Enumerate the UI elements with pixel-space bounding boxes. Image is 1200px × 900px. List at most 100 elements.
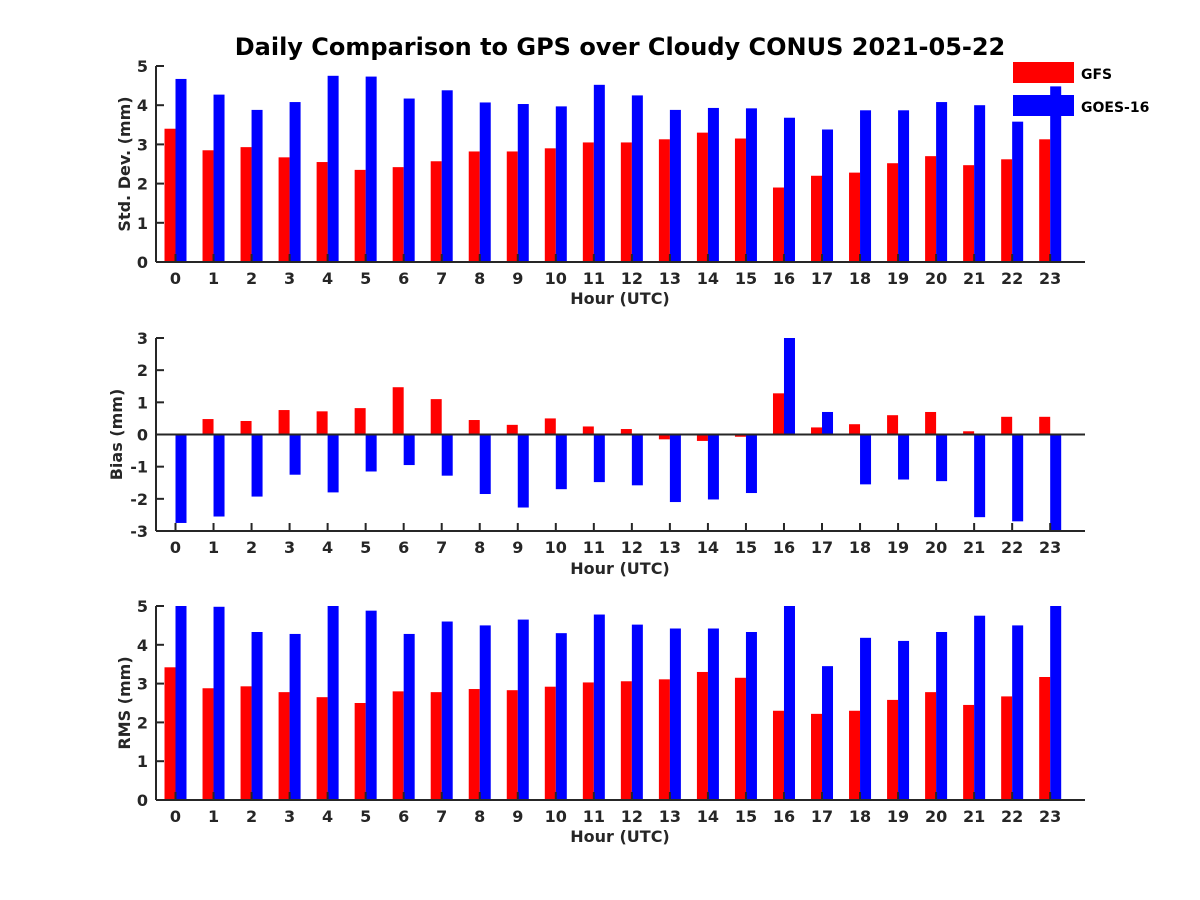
- bar-gfs-hour-16: [772, 710, 784, 800]
- bar-goes16-hour-23: [1050, 606, 1062, 800]
- chart-title: Daily Comparison to GPS over Cloudy CONU…: [235, 33, 1006, 61]
- y-tick-label: 3: [137, 675, 148, 694]
- bar-goes16-hour-17: [822, 411, 834, 435]
- x-tick-label: 1: [208, 807, 219, 826]
- x-tick-label: 17: [811, 807, 833, 826]
- bar-goes16-hour-19: [898, 110, 910, 262]
- x-tick-label: 19: [887, 538, 909, 557]
- bar-goes16-hour-0: [175, 434, 187, 523]
- bar-goes16-hour-12: [631, 95, 643, 263]
- bar-gfs-hour-19: [887, 415, 899, 435]
- bar-gfs-hour-18: [849, 424, 861, 435]
- bar-gfs-hour-2: [240, 147, 252, 262]
- bar-gfs-hour-21: [963, 165, 975, 262]
- bar-gfs-hour-4: [316, 697, 328, 800]
- bar-goes16-hour-2: [251, 632, 263, 800]
- x-tick-label: 21: [963, 538, 985, 557]
- bar-goes16-hour-20: [936, 434, 948, 482]
- bar-goes16-hour-18: [860, 637, 872, 800]
- x-tick-label: 15: [735, 807, 757, 826]
- bar-goes16-hour-18: [860, 434, 872, 485]
- bar-gfs-hour-11: [582, 142, 594, 262]
- bar-goes16-hour-5: [365, 76, 377, 262]
- bar-gfs-hour-16: [772, 393, 784, 435]
- bar-gfs-hour-18: [849, 710, 861, 800]
- x-tick-label: 20: [925, 807, 947, 826]
- bar-goes16-hour-5: [365, 434, 377, 472]
- x-tick-label: 12: [621, 538, 643, 557]
- bar-goes16-hour-9: [517, 619, 529, 800]
- x-tick-label: 13: [659, 538, 681, 557]
- bar-goes16-hour-7: [441, 90, 453, 262]
- bar-gfs-hour-6: [392, 167, 404, 262]
- bar-goes16-hour-14: [707, 434, 719, 500]
- bar-gfs-hour-8: [468, 151, 480, 262]
- x-tick-label: 5: [360, 538, 371, 557]
- bar-goes16-hour-0: [175, 606, 187, 800]
- x-tick-label: 8: [474, 538, 485, 557]
- bar-gfs-hour-1: [202, 688, 214, 800]
- y-tick-label: 0: [137, 426, 148, 445]
- bar-gfs-hour-16: [772, 187, 784, 262]
- bar-goes16-hour-20: [936, 102, 948, 262]
- y-tick-label: 2: [137, 713, 148, 732]
- bar-gfs-hour-15: [734, 434, 746, 437]
- bar-gfs-hour-14: [696, 671, 708, 800]
- y-tick-label: 0: [137, 253, 148, 272]
- bar-gfs-hour-14: [696, 132, 708, 262]
- bar-gfs-hour-22: [1001, 696, 1013, 800]
- x-tick-label: 7: [436, 269, 447, 288]
- bar-goes16-hour-15: [745, 434, 757, 494]
- x-tick-label: 10: [545, 269, 567, 288]
- x-tick-label: 16: [773, 269, 795, 288]
- x-tick-label: 9: [512, 269, 523, 288]
- bar-gfs-hour-0: [164, 128, 176, 262]
- bar-gfs-hour-4: [316, 162, 328, 262]
- bar-goes16-hour-1: [213, 606, 225, 800]
- x-tick-label: 13: [659, 269, 681, 288]
- legend-label-goes16: GOES-16: [1081, 100, 1149, 116]
- bar-gfs-hour-20: [925, 411, 937, 435]
- bar-gfs-hour-12: [620, 142, 632, 262]
- x-tick-label: 22: [1001, 269, 1023, 288]
- x-tick-label: 0: [170, 538, 181, 557]
- bar-goes16-hour-21: [974, 105, 986, 262]
- x-axis-label: Hour (UTC): [570, 827, 670, 846]
- bar-goes16-hour-4: [327, 606, 339, 800]
- bar-goes16-hour-17: [822, 129, 834, 262]
- legend-label-gfs: GFS: [1081, 67, 1112, 83]
- bar-gfs-hour-13: [658, 434, 670, 440]
- y-tick-label: 4: [137, 96, 148, 115]
- bar-gfs-hour-12: [620, 681, 632, 800]
- bar-goes16-hour-1: [213, 434, 225, 517]
- x-tick-label: 5: [360, 269, 371, 288]
- bar-gfs-hour-17: [811, 427, 823, 435]
- bar-gfs-hour-22: [1001, 416, 1013, 435]
- x-axis-label: Hour (UTC): [570, 289, 670, 308]
- x-tick-label: 19: [887, 269, 909, 288]
- x-tick-label: 2: [246, 269, 257, 288]
- bar-goes16-hour-15: [745, 632, 757, 800]
- x-tick-label: 22: [1001, 807, 1023, 826]
- bar-goes16-hour-10: [555, 106, 567, 262]
- bar-gfs-hour-7: [430, 161, 442, 262]
- bar-gfs-hour-22: [1001, 159, 1013, 262]
- x-tick-label: 11: [583, 538, 605, 557]
- x-tick-label: 9: [512, 538, 523, 557]
- x-tick-label: 0: [170, 269, 181, 288]
- bar-gfs-hour-11: [582, 426, 594, 435]
- y-tick-label: 1: [137, 214, 148, 233]
- legend-swatch-goes16: [1013, 95, 1074, 116]
- x-tick-label: 14: [697, 807, 719, 826]
- y-tick-label: 1: [137, 752, 148, 771]
- bar-goes16-hour-3: [289, 102, 301, 262]
- bar-goes16-hour-22: [1012, 121, 1024, 262]
- bar-goes16-hour-18: [860, 110, 872, 262]
- bar-goes16-hour-19: [898, 434, 910, 480]
- x-tick-label: 3: [284, 269, 295, 288]
- bar-gfs-hour-13: [658, 679, 670, 800]
- bar-gfs-hour-23: [1039, 677, 1051, 800]
- x-tick-label: 20: [925, 538, 947, 557]
- x-tick-label: 15: [735, 269, 757, 288]
